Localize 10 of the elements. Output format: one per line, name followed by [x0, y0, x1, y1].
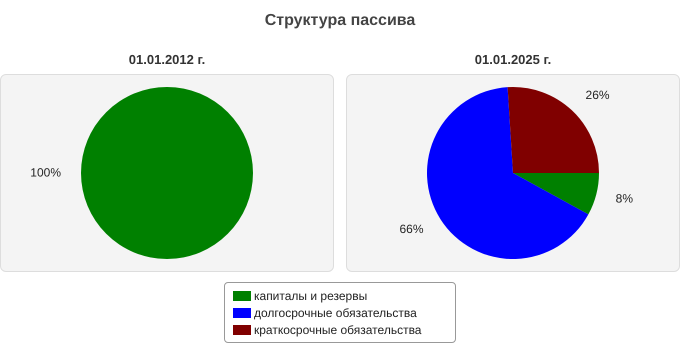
data-label: 26%	[586, 88, 610, 102]
legend-label: капиталы и резервы	[254, 288, 368, 302]
data-label: 100%	[30, 165, 62, 180]
data-label: 8%	[616, 192, 634, 206]
legend-label: краткосрочные обязательства	[254, 322, 422, 336]
chart-subtitle: 01.01.2025 г.	[474, 52, 552, 69]
chart-subtitle: 01.01.2012 г.	[128, 52, 206, 69]
data-label: 66%	[399, 222, 424, 236]
legend-label: долгосрочные обязательства	[254, 306, 417, 320]
text: Структура пассива	[264, 11, 416, 31]
